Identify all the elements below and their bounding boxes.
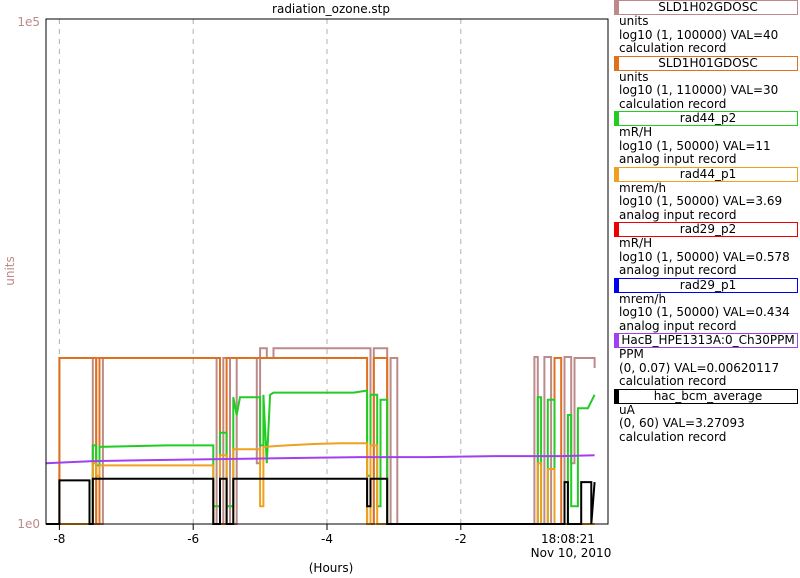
legend-series-name: hac_bcm_average: [653, 388, 763, 403]
legend-unit: units: [619, 69, 649, 84]
legend-range: (0, 60) VAL=3.27093: [619, 416, 745, 430]
series-line-rad44-p1: [46, 442, 595, 525]
legend-entry[interactable]: rad29_p1 mrem/h log10 (1, 50000) VAL=0.434…: [612, 277, 800, 334]
legend-series-name: HacB_HPE1313A:0_Ch30PPM: [621, 333, 795, 347]
legend-swatch: HacB_HPE1313A:0_Ch30PPM: [614, 333, 798, 348]
series-line-hacb-hpe1313a-0-ch30ppm: [45, 454, 595, 465]
legend-entry[interactable]: SLD1H02GDOSC units log10 (1, 100000) VAL=4…: [612, 0, 800, 56]
legend-range: (0, 0.07) VAL=0.00620117: [619, 360, 780, 375]
x-tick-label: -8: [53, 532, 65, 546]
legend-series-name: rad29_p2: [679, 222, 737, 236]
legend-record-type: calculation record: [619, 41, 727, 55]
legend-series-name: SLD1H01GDOSC: [658, 55, 758, 70]
legend-entry[interactable]: rad44_p2 mR/H log10 (1, 50000) VAL=11 analo…: [612, 111, 800, 167]
legend-record-type: analog input record: [619, 318, 737, 333]
legend-range: log10 (1, 50000) VAL=0.578: [619, 249, 790, 264]
legend-swatch: SLD1H02GDOSC: [614, 0, 798, 15]
legend-series-name: SLD1H02GDOSC: [658, 0, 758, 14]
series-line-hac-bcm-average: [46, 477, 596, 525]
legend-record-type: calculation record: [619, 96, 727, 111]
legend-entry[interactable]: rad29_p2 mR/H log10 (1, 50000) VAL=0.578 an…: [612, 222, 800, 278]
legend-range: log10 (1, 50000) VAL=0.434: [619, 305, 790, 319]
legend-swatch: rad29_p2: [614, 222, 798, 237]
x-tick-label: -2: [455, 532, 467, 546]
legend-unit: mR/H: [619, 236, 653, 250]
legend-unit: units: [619, 14, 649, 28]
x-axis-ticks: -8 -6 -4 -2: [53, 524, 467, 546]
x-tick-label: -4: [321, 532, 333, 546]
legend-series-name: rad29_p1: [679, 277, 737, 292]
legend-swatch: rad44_p2: [614, 111, 798, 126]
chart: radiation_ozone.stp units 1e5 1e0 -8 -6 -4…: [3, 2, 612, 575]
legend-record-type: calculation record: [619, 374, 727, 388]
legend-series-name: rad44_p1: [679, 166, 737, 181]
legend-entry[interactable]: HacB_HPE1313A:0_Ch30PPM PPM (0, 0.07) VAL=…: [612, 333, 800, 389]
legend-record-type: calculation record: [619, 429, 727, 444]
legend: SLD1H02GDOSC units log10 (1, 100000) VAL=4…: [612, 0, 800, 444]
legend-swatch: hac_bcm_average: [614, 388, 798, 404]
y-tick-label-top: 1e5: [17, 15, 40, 29]
legend-swatch: rad44_p1: [614, 166, 798, 182]
legend-swatch: SLD1H01GDOSC: [614, 55, 798, 71]
x-axis-label: (Hours): [309, 561, 354, 575]
legend-entry[interactable]: rad44_p1 mrem/h log10 (1, 50000) VAL=3.69 a…: [612, 166, 800, 223]
legend-entry[interactable]: hac_bcm_average uA (0, 60) VAL=3.27093 calc…: [612, 388, 800, 445]
chart-title: radiation_ozone.stp: [272, 2, 390, 16]
legend-unit: mR/H: [619, 125, 653, 139]
legend-range: log10 (1, 100000) VAL=40: [619, 27, 779, 42]
legend-record-type: analog input record: [619, 263, 737, 277]
end-date-label: Nov 10, 2010: [531, 546, 612, 560]
legend-range: log10 (1, 50000) VAL=11: [619, 138, 771, 153]
end-time-label: 18:08:21: [541, 532, 595, 546]
x-tick-label: -6: [187, 532, 199, 546]
legend-unit: uA: [619, 402, 635, 417]
series-line-sld1h01gdosc: [46, 357, 595, 525]
y-tick-label-bottom: 1e0: [17, 517, 40, 531]
legend-range: log10 (1, 50000) VAL=3.69: [619, 194, 783, 208]
legend-unit: mrem/h: [619, 291, 667, 306]
series-line-sld1h02gdosc: [46, 347, 596, 525]
legend-unit: PPM: [619, 347, 644, 361]
legend-series-name: rad44_p2: [679, 111, 737, 125]
y-axis-label: units: [3, 256, 17, 286]
legend-unit: mrem/h: [619, 180, 667, 195]
legend-record-type: analog input record: [619, 207, 737, 222]
legend-entry[interactable]: SLD1H01GDOSC units log10 (1, 110000) VAL=3…: [612, 55, 800, 112]
legend-range: log10 (1, 110000) VAL=30: [619, 83, 779, 97]
legend-swatch: rad29_p1: [614, 277, 798, 293]
series-lines: [45, 347, 596, 525]
legend-record-type: analog input record: [619, 152, 737, 166]
